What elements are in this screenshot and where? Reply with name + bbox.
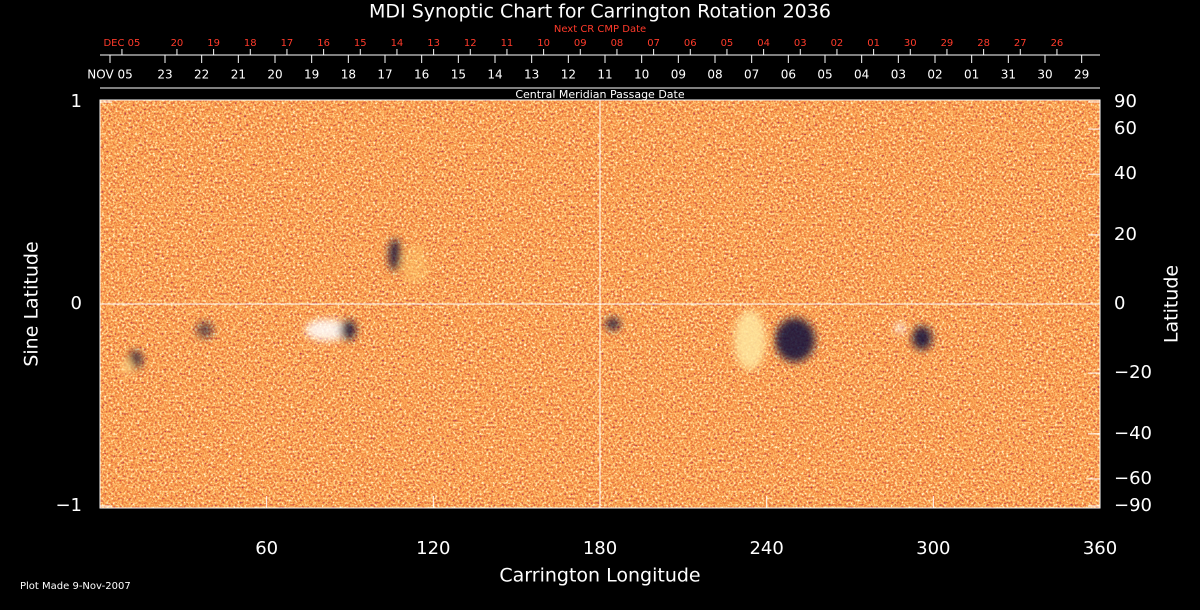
next-cr-date-label: 19 xyxy=(207,38,220,49)
cmp-date-label: 30 xyxy=(1037,68,1052,82)
cmp-date-label: 14 xyxy=(487,68,502,82)
next-cr-date-label: 09 xyxy=(574,38,587,49)
next-cr-date-label: 12 xyxy=(464,38,477,49)
y-tick-label: −1 xyxy=(55,495,82,516)
cmp-date-label: 10 xyxy=(634,68,649,82)
y2-axis-title: Latitude xyxy=(1161,265,1183,343)
next-cr-date-label: 07 xyxy=(647,38,660,49)
y2-tick-label: −40 xyxy=(1114,423,1152,444)
cmp-date-label: 15 xyxy=(451,68,466,82)
cmp-date-label: 18 xyxy=(341,68,356,82)
cmp-date-label: 11 xyxy=(597,68,612,82)
next-cr-date-label: 26 xyxy=(1051,38,1064,49)
active-regions xyxy=(121,239,932,375)
next-cr-date-label: 05 xyxy=(721,38,734,49)
cmp-date-label: 01 xyxy=(964,68,979,82)
next-cr-date-label: 03 xyxy=(794,38,807,49)
next-cr-date-label: 30 xyxy=(904,38,917,49)
next-cr-date-label: 28 xyxy=(977,38,990,49)
cmp-date-label: 21 xyxy=(231,68,246,82)
next-cr-date-label: 04 xyxy=(757,38,770,49)
cmp-date-label: 22 xyxy=(194,68,209,82)
cmp-date-label: 05 xyxy=(817,68,832,82)
next-cr-date-label: 15 xyxy=(354,38,367,49)
next-cr-date-label: 14 xyxy=(391,38,404,49)
footer: Plot Made 9-Nov-2007 xyxy=(20,581,131,592)
chart-title: MDI Synoptic Chart for Carrington Rotati… xyxy=(369,1,831,23)
y2-tick-label: 90 xyxy=(1114,91,1137,112)
y-axis-title: Sine Latitude xyxy=(21,241,43,366)
next-cr-date-label: 02 xyxy=(831,38,844,49)
cmp-date-label: 29 xyxy=(1074,68,1089,82)
cmp-date-label: 06 xyxy=(781,68,796,82)
y2-tick-label: 20 xyxy=(1114,224,1137,245)
cmp-date-label: 02 xyxy=(927,68,942,82)
cmp-date-label: 09 xyxy=(671,68,686,82)
next-cr-date-label: 13 xyxy=(427,38,440,49)
cmp-date-label: 17 xyxy=(377,68,392,82)
cmp-date-label: 13 xyxy=(524,68,539,82)
next-cr-date-label: 11 xyxy=(501,38,514,49)
next-cr-date-label: 16 xyxy=(317,38,330,49)
y-tick-label: 1 xyxy=(71,91,82,112)
cmp-date-label: 20 xyxy=(267,68,282,82)
next-cr-date-label: 08 xyxy=(611,38,624,49)
cmp-date-label: 04 xyxy=(854,68,869,82)
cmp-date-label: NOV 05 xyxy=(87,68,133,82)
cmp-date-label: 31 xyxy=(1001,68,1016,82)
y2-tick-label: 40 xyxy=(1114,163,1137,184)
next-cr-date-label: 27 xyxy=(1014,38,1027,49)
y-tick-label: 0 xyxy=(71,293,82,314)
x-tick-label: 60 xyxy=(255,538,278,559)
x-tick-label: 240 xyxy=(749,538,783,559)
next-cr-date-label: 10 xyxy=(537,38,550,49)
cmp-date-label: 12 xyxy=(561,68,576,82)
next-cr-date-label: 06 xyxy=(684,38,697,49)
cmp-date-label: 08 xyxy=(707,68,722,82)
x-axis-title: Carrington Longitude xyxy=(499,565,700,587)
y2-tick-label: −90 xyxy=(1114,495,1152,516)
next-cr-date-label: 17 xyxy=(281,38,294,49)
y2-tick-label: 0 xyxy=(1114,293,1125,314)
x-tick-label: 360 xyxy=(1083,538,1117,559)
x-tick-label: 300 xyxy=(916,538,950,559)
next-cr-date-label: DEC 05 xyxy=(103,38,140,49)
cmp-date-label: 23 xyxy=(157,68,172,82)
cmp-date-label: 19 xyxy=(304,68,319,82)
next-cr-date-label: 01 xyxy=(867,38,880,49)
x-tick-label: 120 xyxy=(416,538,450,559)
date-axis-title: Central Meridian Passage Date xyxy=(515,88,684,101)
y2-tick-label: 60 xyxy=(1114,118,1137,139)
next-cr-date-label: 20 xyxy=(171,38,184,49)
y2-tick-label: −20 xyxy=(1114,362,1152,383)
x-tick-label: 180 xyxy=(583,538,617,559)
y2-tick-label: −60 xyxy=(1114,468,1152,489)
cmp-date-label: 03 xyxy=(891,68,906,82)
top-axis-title: Next CR CMP Date xyxy=(554,24,646,35)
cmp-date-label: 07 xyxy=(744,68,759,82)
next-cr-date-label: 18 xyxy=(244,38,257,49)
cmp-date-label: 16 xyxy=(414,68,429,82)
next-cr-date-label: 29 xyxy=(941,38,954,49)
